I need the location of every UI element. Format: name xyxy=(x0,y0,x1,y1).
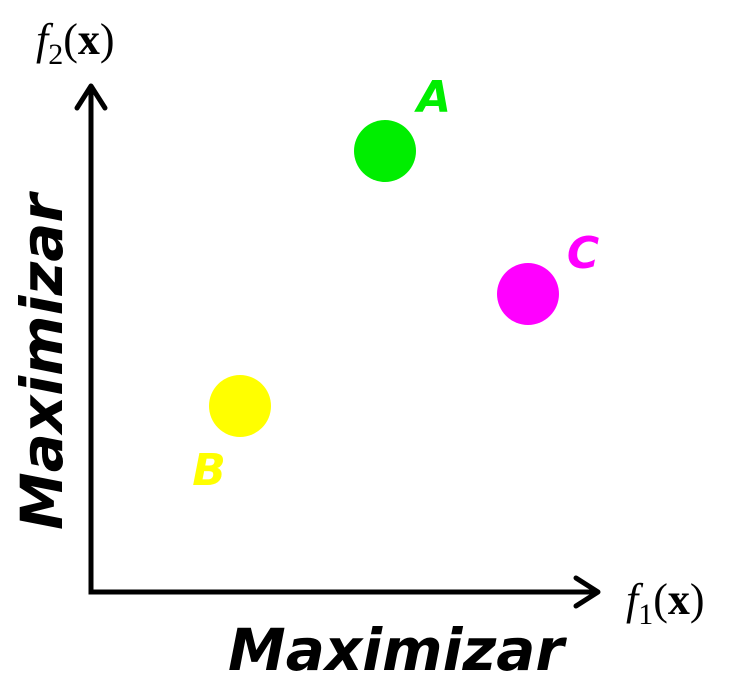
y-axis-arrowhead xyxy=(74,83,108,111)
point-c-label: C xyxy=(567,228,599,279)
point-b-marker xyxy=(209,375,271,437)
x-axis-direction-label: Maximizar xyxy=(228,616,567,673)
point-c-marker xyxy=(497,263,559,325)
x-axis-title: f1(x) xyxy=(626,575,705,631)
point-a-marker xyxy=(354,120,416,182)
y-axis-title: f2(x) xyxy=(36,15,115,71)
y-axis-direction-label: Maximizar xyxy=(8,191,76,530)
x-axis-arrowhead xyxy=(573,575,601,609)
point-a-label: A xyxy=(414,72,451,123)
point-b-label: B xyxy=(192,445,226,496)
